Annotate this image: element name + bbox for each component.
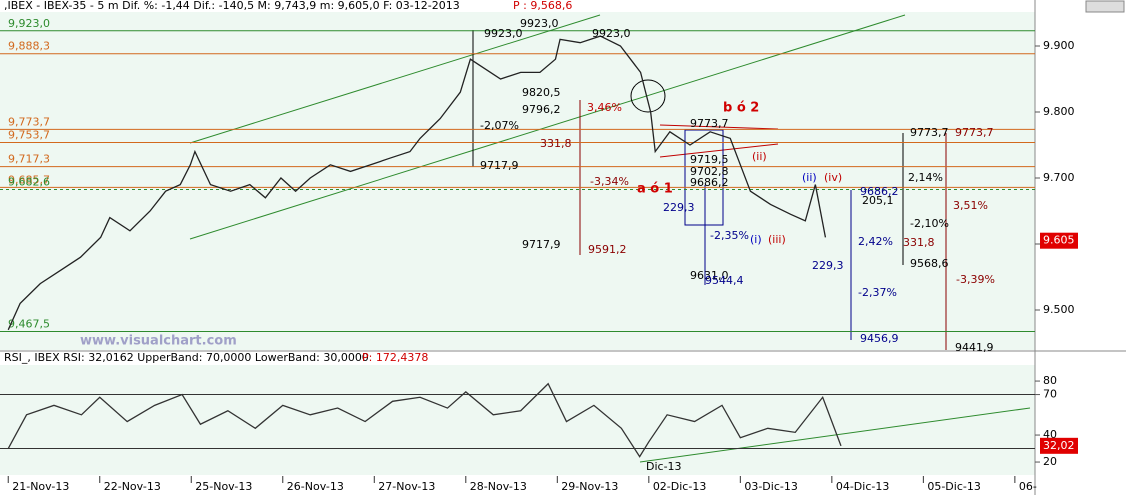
y-tick-label: 40 <box>1043 428 1057 441</box>
wedge-top <box>659 124 779 130</box>
header: ,IBEX - IBEX-35 - 5 m Dif. %: -1,44 Dif.… <box>4 0 460 12</box>
last-value-box <box>1040 232 1078 249</box>
annotation: 331,8 <box>903 236 935 249</box>
rsi-trendline <box>639 407 1031 463</box>
annotation: -2,35% <box>710 229 749 242</box>
annotation: 9820,5 <box>522 86 561 99</box>
panel-title-price: P: 172,4378 <box>362 351 428 364</box>
annotation: 9631,0 <box>690 269 729 282</box>
watermark: www.visualchart.com <box>80 334 237 349</box>
level-label: 9,467,5 <box>8 317 50 330</box>
y-tick-label: 9.800 <box>1043 105 1075 118</box>
annotation: 9773,7 <box>690 117 729 130</box>
annotation: 9717,9 <box>522 238 561 251</box>
annotation: -2,37% <box>858 286 897 299</box>
x-tick-label: 22-Nov-13 <box>104 480 161 493</box>
annotation: 205,1 <box>862 194 894 207</box>
annotation: 331,8 <box>540 137 572 150</box>
rsi-panel <box>0 365 1035 475</box>
annotation: 3,51% <box>953 199 988 212</box>
level-label: 9,682,6 <box>8 175 50 188</box>
annotation: 9441,9 <box>955 341 994 354</box>
last-value-label: 32,02 <box>1043 439 1075 452</box>
y-tick-label: 80 <box>1043 374 1057 387</box>
annotation: (ii) <box>802 171 817 184</box>
x-tick-label: 26-Nov-13 <box>287 480 344 493</box>
annotation: (ii) <box>752 150 767 163</box>
annotation: 3,46% <box>587 101 622 114</box>
annotation: 9796,2 <box>522 103 561 116</box>
panel-title: RSI_, IBEX RSI: 32,0162 UpperBand: 70,00… <box>4 351 369 364</box>
y-tick-label: 70 <box>1043 388 1057 401</box>
wedge-bottom <box>659 143 779 158</box>
price-line <box>7 382 842 458</box>
annotation: 9456,9 <box>860 332 899 345</box>
annotation: 9717,9 <box>480 159 519 172</box>
y-tick-label: 9.500 <box>1043 303 1075 316</box>
channel-bottom <box>189 14 906 240</box>
annotation: 9702,8 <box>690 165 729 178</box>
annotation: a ó 1 <box>637 182 673 197</box>
annotation: 229,3 <box>812 259 844 272</box>
window-buttons[interactable] <box>1085 0 1125 13</box>
annotation: (i) <box>750 233 762 246</box>
y-tick-label: 9.700 <box>1043 171 1075 184</box>
level-label: 9,717,3 <box>8 153 50 166</box>
x-tick-label: 21-Nov-13 <box>12 480 69 493</box>
measure-box <box>684 129 724 226</box>
annotation: 229,3 <box>663 201 695 214</box>
annotation: 9719,5 <box>690 153 729 166</box>
annotation: 9923,0 <box>484 27 523 40</box>
last-value-box <box>1040 437 1078 454</box>
header-price: P : 9,568,6 <box>513 0 572 12</box>
level-label: 9,685,7 <box>8 173 50 186</box>
x-tick-label: 29-Nov-13 <box>561 480 618 493</box>
level-label: 9,923,0 <box>8 17 50 30</box>
annotation: 9686,2 <box>860 185 899 198</box>
annotation: -2,10% <box>910 217 949 230</box>
highlight-circle <box>630 79 666 113</box>
annotation: b ó 2 <box>723 101 759 116</box>
x-tick-label: 28-Nov-13 <box>470 480 527 493</box>
annotation: 9773,7 <box>910 126 949 139</box>
x-tick-label: 03-Dic-13 <box>744 480 798 493</box>
annotation: 9773,7 <box>955 126 994 139</box>
channel-top <box>189 14 601 144</box>
annotation: -3,39% <box>956 273 995 286</box>
annotation: 2,14% <box>908 171 943 184</box>
annotation: 2,42% <box>858 235 893 248</box>
x-tick-label: 27-Nov-13 <box>378 480 435 493</box>
annotation: (iv) <box>824 171 842 184</box>
annotation: 9568,6 <box>910 257 949 270</box>
annotation: 9686,2 <box>690 176 729 189</box>
price-line <box>7 35 827 331</box>
annotation: -3,34% <box>590 175 629 188</box>
price-panel <box>0 12 1035 350</box>
level-label: 9,773,7 <box>8 115 50 128</box>
annotation: -2,07% <box>480 119 519 132</box>
x-tick-label: 05-Dic-13 <box>927 480 981 493</box>
x-tick-label: 02-Dic-13 <box>653 480 707 493</box>
x-tick-label: 25-Nov-13 <box>195 480 252 493</box>
annotation: 9544,4 <box>705 274 744 287</box>
y-tick-label: 9.900 <box>1043 39 1075 52</box>
annotation: 9923,0 <box>520 17 559 30</box>
annotation: 9591,2 <box>588 243 627 256</box>
annotation: (iii) <box>768 233 786 246</box>
level-label: 9,888,3 <box>8 40 50 53</box>
level-label: 9,753,7 <box>8 129 50 142</box>
rsi-marker: Dic-13 <box>646 460 682 473</box>
x-tick-label: 06- <box>1019 480 1037 493</box>
last-value-label: 9.605 <box>1043 234 1075 247</box>
y-tick-label: 20 <box>1043 455 1057 468</box>
annotation: 9923,0 <box>592 27 631 40</box>
x-tick-label: 04-Dic-13 <box>836 480 890 493</box>
